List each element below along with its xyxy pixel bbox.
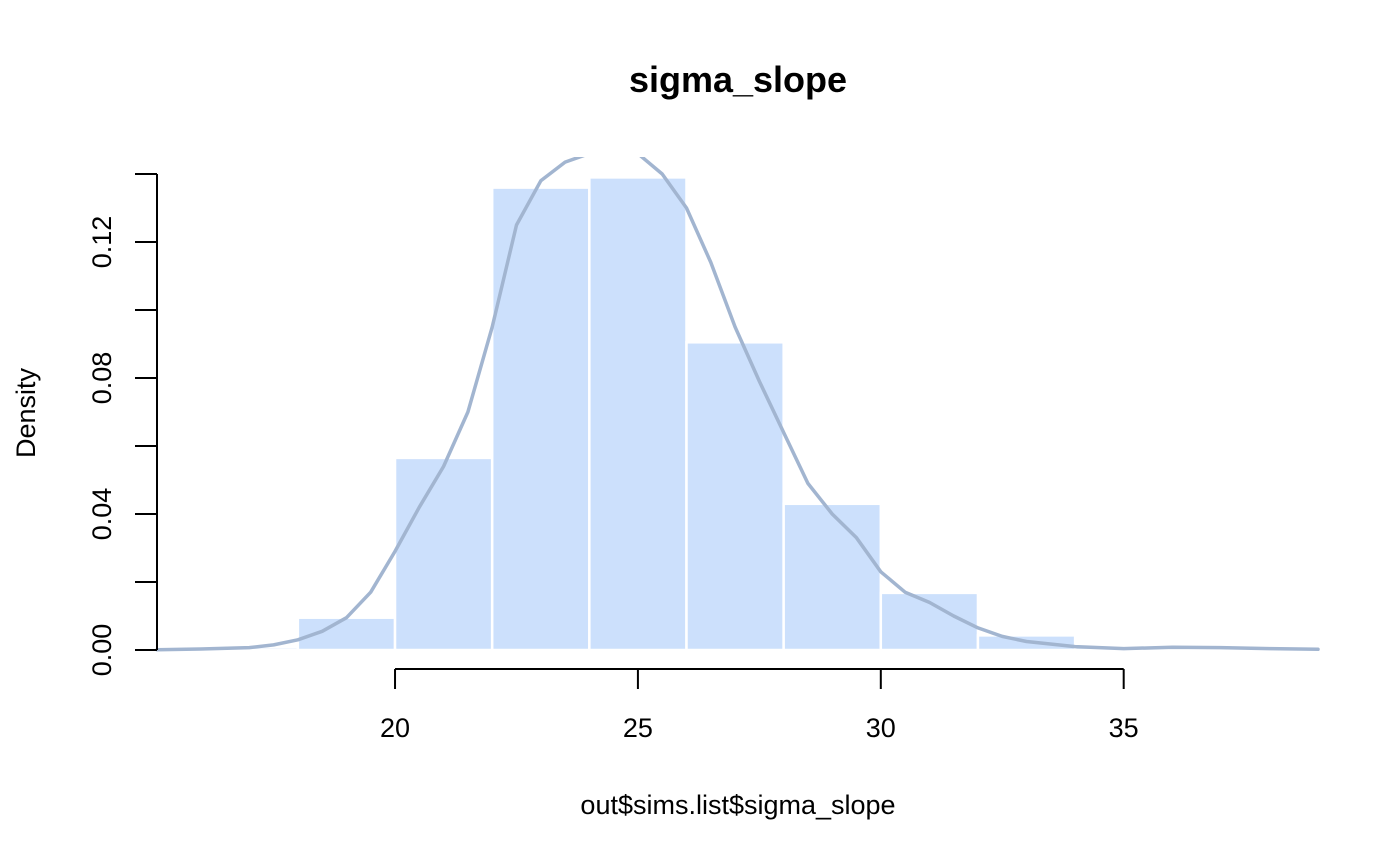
y-axis-title: Density	[11, 367, 41, 458]
x-tick-label: 25	[623, 713, 653, 743]
x-axis-title: out$sims.list$sigma_slope	[580, 790, 895, 820]
histogram-bar-2	[393, 456, 494, 652]
y-tick-label: 0.00	[87, 624, 117, 677]
x-tick-label: 35	[1109, 713, 1139, 743]
x-tick-label: 30	[866, 713, 896, 743]
x-tick-label: 20	[380, 713, 410, 743]
y-tick-label: 0.04	[87, 488, 117, 541]
histogram-bars	[199, 176, 1174, 652]
density-curve-layer	[155, 157, 1320, 652]
x-axis: 20 25 30 35	[380, 668, 1139, 743]
histogram-bar-4	[588, 176, 688, 652]
y-tick-label: 0.12	[87, 216, 117, 269]
chart-title: sigma_slope	[629, 59, 847, 100]
y-axis: 0.00 0.04 0.08 0.12	[87, 173, 158, 677]
histogram-bar-6	[782, 502, 883, 652]
histogram-bar-5	[685, 341, 785, 652]
histogram-bar-3	[490, 186, 591, 652]
y-tick-label: 0.08	[87, 352, 117, 405]
density-curve	[155, 157, 1320, 652]
